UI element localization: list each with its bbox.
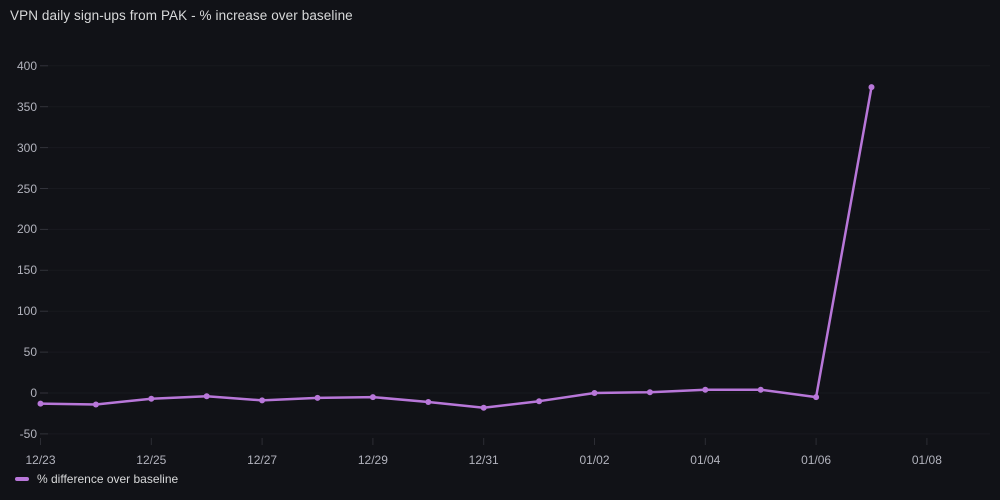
data-point[interactable] — [646, 389, 653, 396]
y-tick-label: 350 — [16, 99, 37, 114]
data-point[interactable] — [702, 386, 709, 393]
y-tick-label: 50 — [23, 345, 37, 360]
data-point[interactable] — [92, 401, 99, 408]
y-tick-label: 300 — [16, 140, 37, 155]
y-tick-label: 150 — [16, 263, 37, 278]
y-tick-label: 250 — [16, 181, 37, 196]
y-tick-label: 0 — [30, 386, 37, 400]
series-points — [37, 84, 875, 411]
data-point[interactable] — [591, 390, 598, 396]
y-tick-label: 200 — [16, 222, 37, 237]
x-tick-label: 01/02 — [579, 453, 610, 467]
data-point[interactable] — [868, 84, 875, 91]
data-point[interactable] — [203, 393, 210, 400]
x-tick-label: 12/25 — [136, 453, 167, 467]
legend-dash-icon — [15, 477, 29, 481]
x-tick-label: 12/29 — [357, 453, 388, 467]
data-point[interactable] — [148, 395, 155, 402]
gridlines — [40, 65, 990, 435]
axis-tick-marks — [40, 65, 928, 445]
data-point[interactable] — [37, 400, 44, 407]
data-point[interactable] — [369, 394, 376, 401]
x-tick-label: 01/06 — [801, 453, 832, 467]
y-tick-label: 100 — [16, 304, 37, 319]
y-tick-label: 400 — [16, 58, 37, 73]
x-tick-label: 12/27 — [247, 453, 278, 467]
x-tick-label: 12/23 — [25, 453, 56, 467]
data-point[interactable] — [757, 386, 764, 393]
data-point[interactable] — [425, 399, 432, 405]
data-point[interactable] — [480, 404, 487, 411]
data-point[interactable] — [259, 397, 266, 404]
x-tick-label: 12/31 — [468, 453, 499, 467]
chart-title: VPN daily sign-ups from PAK - % increase… — [10, 8, 353, 23]
x-tick-label: 01/04 — [690, 453, 721, 467]
x-tick-label: 01/08 — [911, 453, 942, 467]
y-tick-label: -50 — [19, 426, 37, 441]
data-point[interactable] — [536, 398, 543, 405]
data-point[interactable] — [813, 394, 820, 401]
legend[interactable]: % difference over baseline — [15, 472, 178, 486]
legend-label: % difference over baseline — [37, 472, 179, 486]
data-point[interactable] — [314, 394, 321, 401]
series-line — [39, 85, 873, 409]
